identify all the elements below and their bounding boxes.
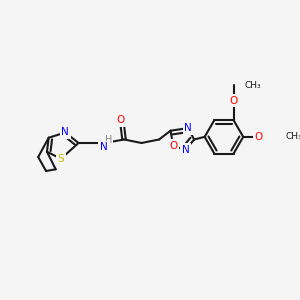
Text: S: S <box>58 154 64 164</box>
Text: CH₃: CH₃ <box>244 81 261 90</box>
Text: N: N <box>61 128 69 137</box>
Text: O: O <box>169 141 177 151</box>
Text: O: O <box>116 115 125 125</box>
Text: O: O <box>230 96 238 106</box>
Text: N: N <box>184 123 192 133</box>
Text: O: O <box>255 132 263 142</box>
Text: N: N <box>182 145 189 155</box>
Text: N: N <box>100 142 108 152</box>
Text: CH₃: CH₃ <box>285 132 300 141</box>
Text: H: H <box>105 135 112 146</box>
